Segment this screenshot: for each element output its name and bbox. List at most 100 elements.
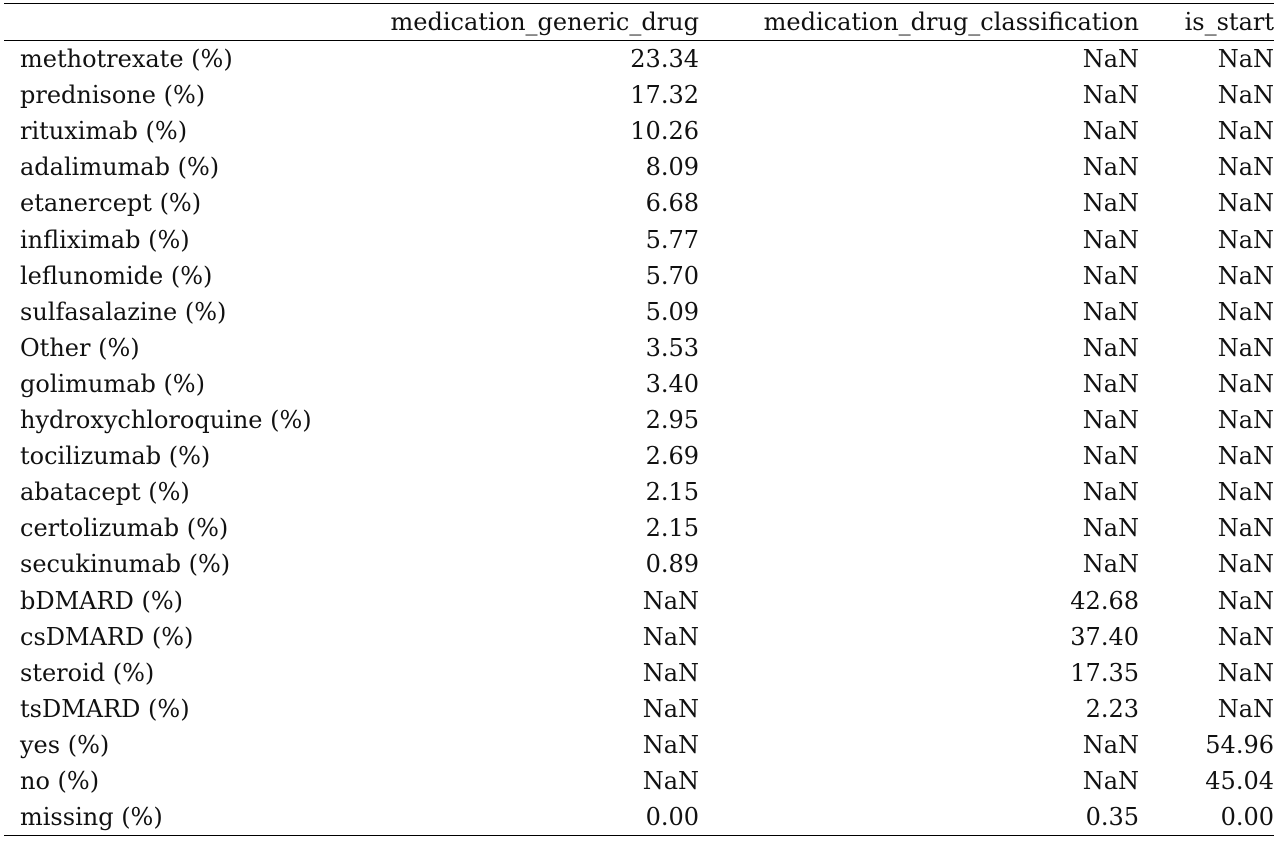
cell-medication-generic-drug: 5.09: [645, 297, 699, 326]
cell-is-start: NaN: [1217, 694, 1274, 723]
cell-medication-generic-drug: NaN: [642, 694, 699, 723]
table-row: rituximab (%) 10.26 NaN NaN: [4, 113, 1274, 149]
table-row: abatacept (%) 2.15 NaN NaN: [4, 474, 1274, 510]
cell-medication-generic-drug: 10.26: [630, 117, 699, 146]
cell-is-start: NaN: [1217, 586, 1274, 615]
table-row: Other (%) 3.53 NaN NaN: [4, 330, 1274, 366]
cell-medication-generic-drug: 5.77: [645, 225, 699, 254]
cell-medication-generic-drug: 2.69: [645, 442, 699, 471]
cell-is-start: NaN: [1217, 550, 1274, 579]
table-row: steroid (%) NaN 17.35 NaN: [4, 655, 1274, 691]
cell-medication-drug-classification: NaN: [1082, 297, 1139, 326]
cell-medication-drug-classification: 2.23: [1085, 694, 1139, 723]
row-label: missing (%): [20, 803, 163, 832]
cell-medication-generic-drug: NaN: [642, 766, 699, 795]
cell-is-start: NaN: [1217, 225, 1274, 254]
cell-is-start: NaN: [1217, 658, 1274, 687]
cell-medication-drug-classification: NaN: [1082, 514, 1139, 543]
table-row: golimumab (%) 3.40 NaN NaN: [4, 366, 1274, 402]
cell-medication-generic-drug: NaN: [642, 730, 699, 759]
cell-medication-generic-drug: 2.95: [645, 406, 699, 435]
table-row: leflunomide (%) 5.70 NaN NaN: [4, 258, 1274, 294]
table-row: infliximab (%) 5.77 NaN NaN: [4, 222, 1274, 258]
cell-medication-generic-drug: 2.15: [645, 514, 699, 543]
cell-medication-drug-classification: 0.35: [1085, 803, 1139, 832]
cell-medication-drug-classification: NaN: [1082, 730, 1139, 759]
table-row: etanercept (%) 6.68 NaN NaN: [4, 185, 1274, 221]
cell-medication-generic-drug: 17.32: [630, 81, 699, 110]
cell-medication-drug-classification: NaN: [1082, 45, 1139, 74]
row-label: no (%): [20, 766, 100, 795]
cell-is-start: NaN: [1217, 189, 1274, 218]
cell-medication-drug-classification: NaN: [1082, 369, 1139, 398]
cell-is-start: NaN: [1217, 261, 1274, 290]
cell-medication-generic-drug: 0.00: [645, 803, 699, 832]
cell-medication-generic-drug: 3.53: [645, 333, 699, 362]
header-row-label: [4, 4, 359, 41]
row-label: csDMARD (%): [20, 622, 194, 651]
table-row: missing (%) 0.00 0.35 0.00: [4, 799, 1274, 836]
cell-is-start: 45.04: [1205, 766, 1274, 795]
row-label: tocilizumab (%): [20, 442, 211, 471]
cell-is-start: NaN: [1217, 153, 1274, 182]
cell-medication-drug-classification: NaN: [1082, 766, 1139, 795]
table-row: yes (%) NaN NaN 54.96: [4, 727, 1274, 763]
header-medication-drug-classification: medication_drug_classification: [763, 8, 1139, 36]
cell-medication-drug-classification: NaN: [1082, 81, 1139, 110]
cell-medication-generic-drug: NaN: [642, 622, 699, 651]
cell-is-start: NaN: [1217, 442, 1274, 471]
cell-is-start: NaN: [1217, 406, 1274, 435]
table-row: secukinumab (%) 0.89 NaN NaN: [4, 546, 1274, 582]
table-header: medication_generic_drug medication_drug_…: [4, 4, 1274, 41]
cell-medication-drug-classification: NaN: [1082, 442, 1139, 471]
cell-medication-drug-classification: 37.40: [1070, 622, 1139, 651]
cell-is-start: NaN: [1217, 514, 1274, 543]
cell-medication-drug-classification: 17.35: [1070, 658, 1139, 687]
cell-medication-generic-drug: 0.89: [645, 550, 699, 579]
cell-is-start: NaN: [1217, 117, 1274, 146]
row-label: bDMARD (%): [20, 586, 183, 615]
row-label: Other (%): [20, 333, 140, 362]
cell-medication-generic-drug: NaN: [642, 658, 699, 687]
table-row: tsDMARD (%) NaN 2.23 NaN: [4, 691, 1274, 727]
row-label: methotrexate (%): [20, 45, 233, 74]
row-label: prednisone (%): [20, 81, 206, 110]
table-row: bDMARD (%) NaN 42.68 NaN: [4, 583, 1274, 619]
row-label: rituximab (%): [20, 117, 188, 146]
row-label: etanercept (%): [20, 189, 202, 218]
cell-is-start: NaN: [1217, 333, 1274, 362]
cell-medication-drug-classification: NaN: [1082, 189, 1139, 218]
cell-medication-drug-classification: NaN: [1082, 550, 1139, 579]
cell-medication-generic-drug: 3.40: [645, 369, 699, 398]
table-row: hydroxychloroquine (%) 2.95 NaN NaN: [4, 402, 1274, 438]
row-label: secukinumab (%): [20, 550, 231, 579]
data-table: medication_generic_drug medication_drug_…: [4, 3, 1274, 837]
cell-medication-drug-classification: NaN: [1082, 153, 1139, 182]
row-label: abatacept (%): [20, 478, 190, 507]
header-medication-generic-drug: medication_generic_drug: [390, 8, 699, 36]
header-is-start: is_start: [1184, 8, 1274, 36]
cell-medication-generic-drug: 23.34: [630, 45, 699, 74]
cell-is-start: NaN: [1217, 45, 1274, 74]
table-row: csDMARD (%) NaN 37.40 NaN: [4, 619, 1274, 655]
row-label: yes (%): [20, 730, 110, 759]
row-label: tsDMARD (%): [20, 694, 190, 723]
row-label: golimumab (%): [20, 369, 205, 398]
table-row: prednisone (%) 17.32 NaN NaN: [4, 77, 1274, 113]
table-row: sulfasalazine (%) 5.09 NaN NaN: [4, 294, 1274, 330]
row-label: infliximab (%): [20, 225, 190, 254]
cell-is-start: NaN: [1217, 478, 1274, 507]
cell-is-start: 0.00: [1220, 803, 1274, 832]
cell-medication-drug-classification: NaN: [1082, 333, 1139, 362]
data-table-container: medication_generic_drug medication_drug_…: [4, 3, 1274, 837]
row-label: adalimumab (%): [20, 153, 220, 182]
table-body: methotrexate (%) 23.34 NaN NaN prednisone (%…: [4, 41, 1274, 836]
header-row: medication_generic_drug medication_drug_…: [4, 4, 1274, 41]
cell-medication-drug-classification: NaN: [1082, 117, 1139, 146]
cell-medication-generic-drug: 2.15: [645, 478, 699, 507]
cell-medication-generic-drug: 8.09: [645, 153, 699, 182]
row-label: hydroxychloroquine (%): [20, 406, 312, 435]
cell-medication-drug-classification: 42.68: [1070, 586, 1139, 615]
cell-medication-drug-classification: NaN: [1082, 406, 1139, 435]
table-row: methotrexate (%) 23.34 NaN NaN: [4, 41, 1274, 78]
